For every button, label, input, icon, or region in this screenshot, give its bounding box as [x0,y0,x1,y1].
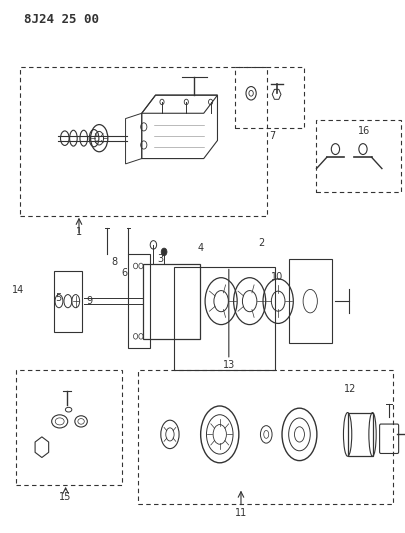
Text: 2: 2 [258,238,264,247]
Text: 8: 8 [111,257,117,267]
Circle shape [161,248,167,256]
Text: 8J24 25 00: 8J24 25 00 [24,13,99,26]
Text: 10: 10 [271,272,284,282]
Text: 13: 13 [223,360,235,370]
Text: 15: 15 [60,492,72,502]
Text: 1: 1 [76,227,82,237]
Text: 9: 9 [87,296,93,306]
Text: 14: 14 [12,285,24,295]
Text: 3: 3 [157,254,163,263]
Text: 16: 16 [358,126,371,135]
Text: 4: 4 [197,243,204,253]
Text: 6: 6 [121,269,128,278]
Text: 12: 12 [344,384,356,394]
Text: 5: 5 [55,294,61,303]
Text: 11: 11 [235,508,247,518]
Text: 7: 7 [269,131,275,141]
